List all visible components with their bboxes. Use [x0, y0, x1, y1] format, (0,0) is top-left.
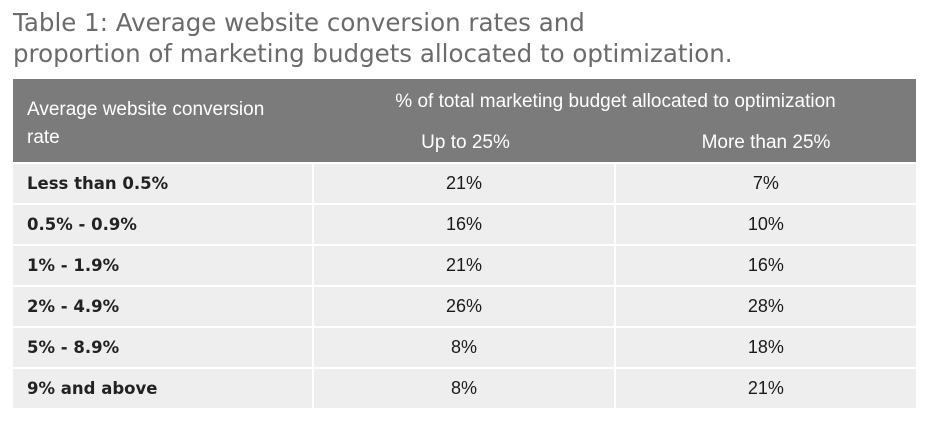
budget-span-header: % of total marketing budget allocated to…: [395, 91, 836, 112]
cell-up-to-25: 21%: [314, 246, 614, 285]
cell-up-to-25: 21%: [314, 164, 614, 203]
table-row: 5% - 8.9% 8% 18%: [13, 328, 917, 367]
row-label: 1% - 1.9%: [13, 246, 313, 285]
cell-up-to-25: 8%: [314, 328, 614, 367]
table-row: 9% and above 8% 21%: [13, 369, 917, 408]
cell-more-than-25: 7%: [615, 164, 917, 203]
cell-more-than-25: 28%: [615, 287, 917, 326]
table-row: Less than 0.5% 21% 7%: [13, 164, 917, 203]
table-title: Table 1: Average website conversion rate…: [13, 7, 733, 69]
table-title-line-2: proportion of marketing budgets allocate…: [13, 39, 733, 68]
table-row: 2% - 4.9% 26% 28%: [13, 287, 917, 326]
column-header-more-than-25: More than 25%: [701, 132, 831, 153]
table-row: 1% - 1.9% 21% 16%: [13, 246, 917, 285]
cell-up-to-25: 26%: [314, 287, 614, 326]
cell-up-to-25: 8%: [314, 369, 614, 408]
cell-up-to-25: 16%: [314, 205, 614, 244]
column-header-up-to-25: Up to 25%: [421, 132, 510, 153]
row-label: 9% and above: [13, 369, 313, 408]
cell-more-than-25: 21%: [615, 369, 917, 408]
table-title-line-1: Table 1: Average website conversion rate…: [13, 8, 585, 37]
row-label: 5% - 8.9%: [13, 328, 313, 367]
row-label: Less than 0.5%: [13, 164, 313, 203]
cell-more-than-25: 16%: [615, 246, 917, 285]
cell-more-than-25: 18%: [615, 328, 917, 367]
cell-more-than-25: 10%: [615, 205, 917, 244]
row-label: 2% - 4.9%: [13, 287, 313, 326]
table-row: 0.5% - 0.9% 16% 10%: [13, 205, 917, 244]
row-header-label: Average website conversion rate: [27, 99, 265, 148]
row-label: 0.5% - 0.9%: [13, 205, 313, 244]
table-header: Average website conversion rate % of tot…: [13, 79, 916, 162]
conversion-rate-table: Average website conversion rate % of tot…: [13, 79, 917, 408]
